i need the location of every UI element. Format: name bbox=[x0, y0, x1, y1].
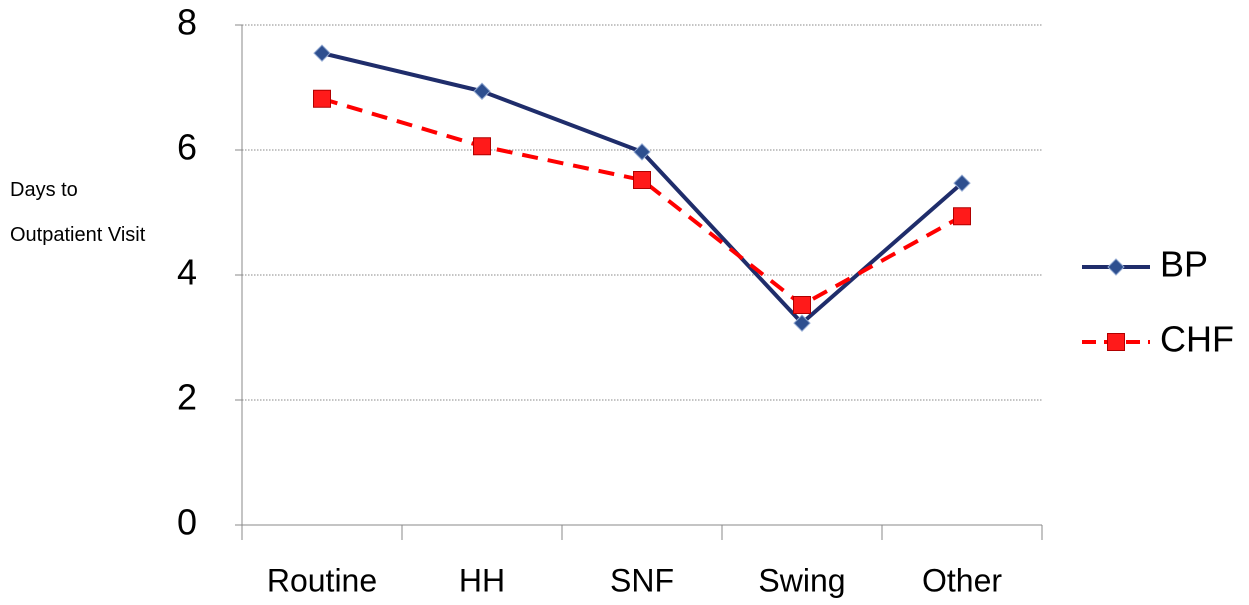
x-tick-label: Other bbox=[922, 562, 1002, 598]
y-tick-label: 6 bbox=[177, 127, 197, 168]
y-tick-label: 2 bbox=[177, 377, 197, 418]
legend-label: CHF bbox=[1160, 319, 1234, 360]
y-tick-label: 8 bbox=[177, 2, 197, 43]
x-tick-label: Swing bbox=[758, 562, 845, 598]
data-point bbox=[793, 296, 811, 314]
data-point bbox=[793, 314, 811, 332]
y-tick-label: 4 bbox=[177, 252, 197, 293]
data-point bbox=[473, 137, 491, 156]
data-point bbox=[633, 143, 651, 161]
legend-marker bbox=[1107, 333, 1125, 351]
data-point bbox=[953, 174, 971, 192]
data-point bbox=[473, 82, 491, 100]
data-point bbox=[313, 89, 331, 108]
x-tick-label: Routine bbox=[267, 562, 377, 598]
y-axis-label: Days to Outpatient Visit bbox=[10, 179, 146, 246]
legend-marker bbox=[1107, 258, 1125, 276]
x-tick-label: HH bbox=[459, 562, 505, 598]
x-tick-label: SNF bbox=[610, 562, 674, 598]
legend-label: BP bbox=[1160, 244, 1208, 285]
y-tick-label: 0 bbox=[177, 502, 197, 543]
data-point bbox=[953, 207, 971, 226]
data-point bbox=[633, 171, 651, 189]
series-line bbox=[321, 96, 963, 307]
data-point bbox=[313, 44, 331, 62]
